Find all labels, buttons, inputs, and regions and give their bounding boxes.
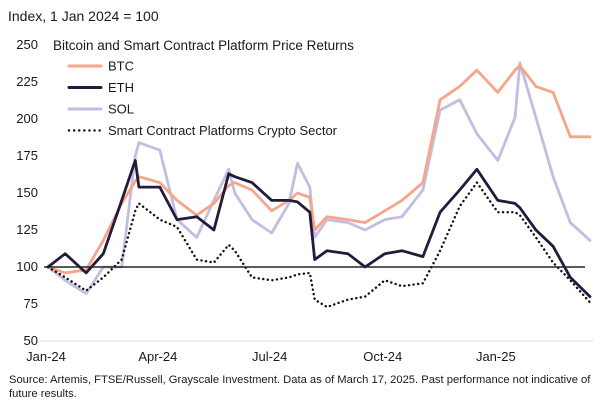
chart-title: Bitcoin and Smart Contract Platform Pric…	[53, 38, 354, 53]
y-tick-label: 175	[16, 148, 38, 163]
x-tick-label: Apr-24	[138, 349, 177, 364]
series-line-btc	[46, 64, 592, 275]
y-tick-label: 100	[16, 259, 38, 274]
y-tick-label: 50	[24, 333, 38, 348]
y-tick-label: 250	[16, 37, 38, 52]
y-tick-label: 225	[16, 74, 38, 89]
legend-label: BTC	[108, 59, 134, 74]
x-tick-label: Oct-24	[363, 349, 402, 364]
series-line-smart-contract-platforms-crypto-sector	[46, 181, 592, 309]
legend-label: Smart Contract Platforms Crypto Sector	[108, 123, 338, 138]
y-tick-label: 150	[16, 185, 38, 200]
y-tick-label: 75	[24, 296, 38, 311]
y-axis-unit-label: Index, 1 Jan 2024 = 100	[8, 8, 159, 24]
legend-label: SOL	[108, 102, 134, 117]
legend-label: ETH	[108, 80, 134, 95]
series-line-eth	[46, 158, 592, 299]
x-tick-label: Jan-24	[26, 349, 66, 364]
x-tick-label: Jan-25	[476, 349, 516, 364]
y-tick-label: 200	[16, 111, 38, 126]
series-line-sol	[46, 61, 592, 296]
y-tick-label: 125	[16, 222, 38, 237]
x-tick-label: Jul-24	[252, 349, 287, 364]
source-note: Source: Artemis, FTSE/Russell, Grayscale…	[9, 374, 591, 400]
